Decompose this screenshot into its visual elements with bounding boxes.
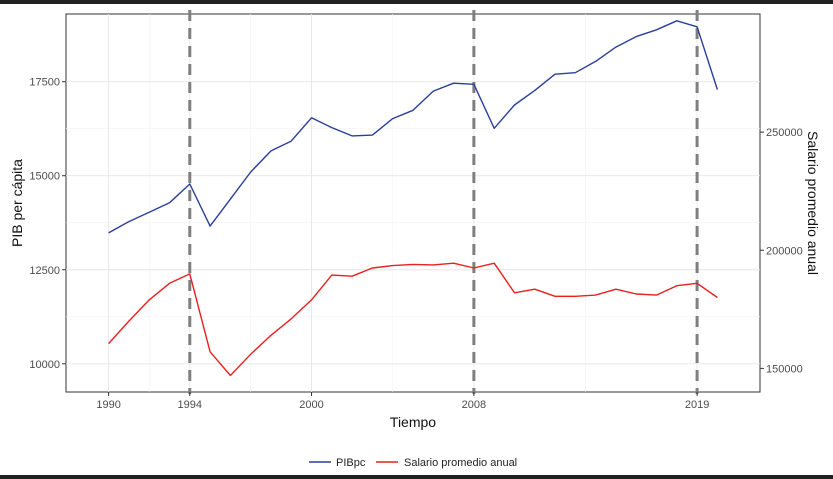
legend-label-salario: Salario promedio anual bbox=[404, 457, 517, 469]
y-tick-label: 12500 bbox=[29, 265, 60, 277]
y2-tick-label: 250000 bbox=[766, 127, 803, 139]
y-axis-title: PIB per cápita bbox=[9, 159, 25, 247]
bottom-border bbox=[0, 475, 833, 479]
y2-tick-label: 150000 bbox=[766, 363, 803, 375]
series-lines bbox=[108, 20, 719, 377]
y2-axis-title: Salario promedio anual bbox=[805, 131, 821, 275]
y-tick-label: 10000 bbox=[29, 359, 60, 371]
x-tick-label: 2000 bbox=[299, 399, 323, 411]
reference-lines bbox=[188, 10, 699, 394]
y2-tick-label: 200000 bbox=[766, 245, 803, 257]
y-tick-label: 15000 bbox=[29, 171, 60, 183]
x-tick-label: 2008 bbox=[462, 399, 486, 411]
y-tick-label: 17500 bbox=[29, 77, 60, 89]
x-axis-title: Tiempo bbox=[390, 414, 436, 430]
grid-lines bbox=[66, 14, 760, 392]
x-tick-label: 1990 bbox=[96, 399, 120, 411]
x-tick-label: 1994 bbox=[178, 399, 202, 411]
series-line-pibpc bbox=[108, 20, 719, 234]
top-border bbox=[0, 0, 833, 4]
legend: PIBpc Salario promedio anual bbox=[309, 457, 517, 469]
plot-panel bbox=[65, 13, 761, 393]
axis-ticks: 1990 1994 2000 2008 2019 10000 12500 15000 17500… bbox=[29, 77, 802, 411]
series-line-salario bbox=[108, 262, 718, 377]
legend-label-pibpc: PIBpc bbox=[336, 457, 366, 469]
x-tick-label: 2019 bbox=[685, 399, 709, 411]
